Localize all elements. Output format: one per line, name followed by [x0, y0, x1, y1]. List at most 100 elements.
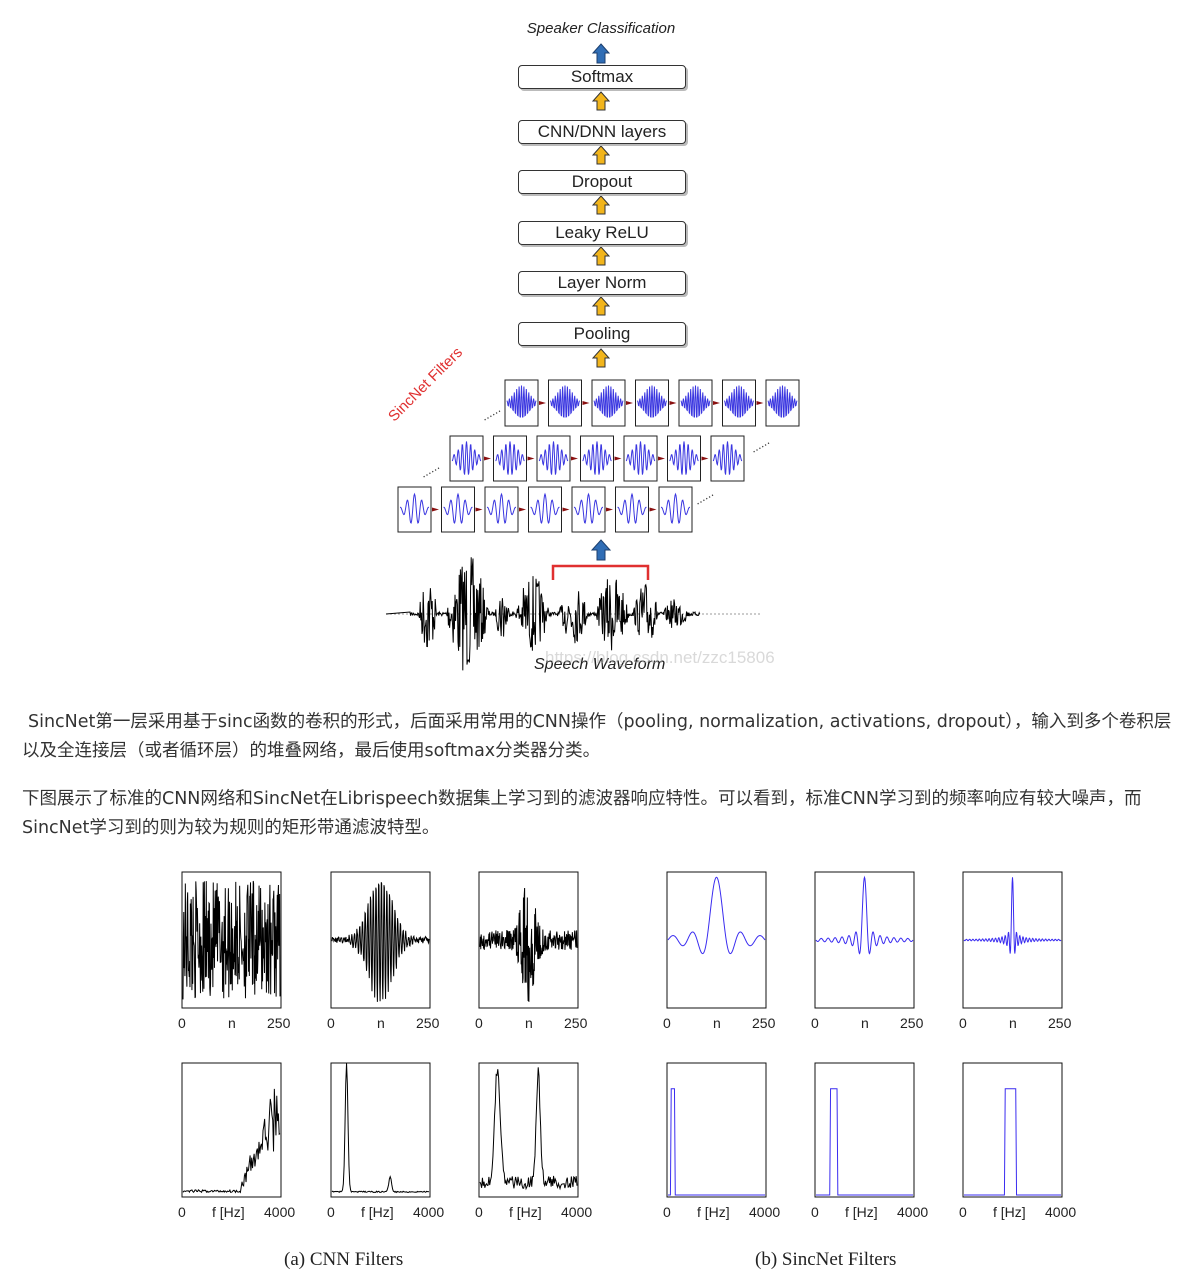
- caption-sincnet-filters: (b) SincNet Filters: [755, 1249, 897, 1270]
- connector-arrow-icon: [614, 456, 622, 461]
- tick-time-start: 0: [663, 1015, 671, 1031]
- tick-time-start: 0: [811, 1015, 819, 1031]
- plot-frame: [962, 871, 1063, 1009]
- connector-arrow-icon: [606, 507, 613, 512]
- layer-leaky-relu: Leaky ReLU: [518, 221, 686, 245]
- tick-time-label: n: [861, 1015, 869, 1031]
- window-bracket: [551, 564, 650, 580]
- tick-time-end: 250: [900, 1015, 924, 1031]
- connector-arrow-icon: [432, 507, 439, 512]
- tick-time-end: 250: [416, 1015, 440, 1031]
- plot-frame: [181, 1062, 282, 1198]
- tick-freq-end: 4000: [897, 1204, 929, 1220]
- tick-freq-start: 0: [663, 1204, 671, 1220]
- up-arrow-icon: [591, 348, 611, 368]
- cnn-frequency-response: [331, 1063, 430, 1194]
- tick-freq-label: f [Hz]: [509, 1204, 542, 1220]
- connector-arrow-icon: [701, 456, 709, 461]
- plot-frame: [181, 871, 282, 1009]
- connector-arrow-icon: [669, 401, 677, 405]
- plot-frame: [962, 1062, 1063, 1198]
- plot-frame: [814, 1062, 915, 1198]
- tick-time-label: n: [377, 1015, 385, 1031]
- sincnet-frequency-response: [816, 1088, 913, 1196]
- up-arrow-icon: [591, 145, 611, 165]
- tick-freq-end: 4000: [561, 1204, 593, 1220]
- plot-frame: [478, 871, 579, 1009]
- tick-time-end: 250: [267, 1015, 291, 1031]
- speech-waveform-label: Speech Waveform: [534, 656, 666, 673]
- plot-frame: [666, 1062, 767, 1198]
- connector-arrow-icon: [713, 401, 720, 405]
- filter-plots: [181, 871, 1063, 1198]
- sincnet-time-response: [667, 876, 766, 955]
- connector-arrow-icon: [539, 401, 546, 405]
- sincnet-time-response: [815, 875, 914, 955]
- tick-time-start: 0: [475, 1015, 483, 1031]
- tick-freq-end: 4000: [264, 1204, 296, 1220]
- tick-time-end: 250: [752, 1015, 776, 1031]
- layer-softmax: Softmax: [518, 65, 686, 89]
- tick-freq-start: 0: [811, 1204, 819, 1220]
- tick-freq-start: 0: [475, 1204, 483, 1220]
- tick-freq-end: 4000: [749, 1204, 781, 1220]
- filter-thumbnail: [615, 486, 649, 533]
- tick-freq-end: 4000: [413, 1204, 445, 1220]
- svg-text:......: ......: [692, 485, 716, 507]
- connector-arrow-icon: [582, 401, 590, 405]
- connector-arrow-icon: [475, 507, 483, 512]
- cnn-frequency-response: [182, 1088, 281, 1194]
- plot-frame: [666, 871, 767, 1009]
- up-arrow-icon: [591, 195, 611, 215]
- speaker-classification-label: Speaker Classification: [526, 20, 676, 37]
- connector-arrow-icon: [649, 507, 657, 512]
- layer-layer-norm: Layer Norm: [518, 271, 686, 295]
- connector-arrow-icon: [571, 456, 578, 461]
- tick-freq-start: 0: [178, 1204, 186, 1220]
- connector-arrow-icon: [484, 456, 491, 461]
- cnn-time-response: [331, 882, 430, 1002]
- tick-freq-label: f [Hz]: [361, 1204, 394, 1220]
- tick-time-end: 250: [564, 1015, 588, 1031]
- diagram-arrows: ...... ...... ...... ......: [385, 43, 800, 671]
- tick-freq-end: 4000: [1045, 1204, 1077, 1220]
- up-arrow-icon: [591, 246, 611, 266]
- tick-freq-label: f [Hz]: [697, 1204, 730, 1220]
- caption-cnn-filters: (a) CNN Filters: [284, 1249, 404, 1270]
- connector-arrow-icon: [527, 456, 535, 461]
- layer-cnn-dnn-layers: CNN/DNN layers: [518, 120, 686, 144]
- plot-frame: [330, 1062, 431, 1198]
- plot-frame: [330, 871, 431, 1009]
- tick-time-start: 0: [959, 1015, 967, 1031]
- layer-dropout: Dropout: [518, 170, 686, 194]
- paragraph-filter-comparison: 下图展示了标准的CNN网络和SincNet在Librispeech数据集上学习到…: [22, 789, 1142, 838]
- tick-freq-start: 0: [327, 1204, 335, 1220]
- up-arrow-icon: [591, 296, 611, 316]
- layer-arrows: [591, 91, 611, 368]
- tick-freq-label: f [Hz]: [845, 1204, 878, 1220]
- cnn-frequency-response: [479, 1067, 578, 1191]
- tick-time-label: n: [713, 1015, 721, 1031]
- output-arrow-icon: [591, 43, 611, 64]
- connector-arrow-icon: [562, 507, 570, 512]
- cnn-time-response: [479, 888, 578, 1002]
- speech-waveform: [385, 557, 701, 671]
- svg-text:......: ......: [418, 458, 442, 480]
- layer-pooling: Pooling: [518, 322, 686, 346]
- sincnet-frequency-response: [964, 1088, 1061, 1196]
- filter-thumbnail: [397, 486, 432, 533]
- tick-freq-label: f [Hz]: [993, 1204, 1026, 1220]
- up-arrow-icon: [591, 91, 611, 111]
- connector-arrow-icon: [756, 401, 764, 405]
- tick-time-end: 250: [1048, 1015, 1072, 1031]
- sincnet-filter-rows: [397, 379, 800, 533]
- sincnet-frequency-response: [668, 1088, 765, 1196]
- sincnet-time-response: [963, 877, 1062, 954]
- connector-arrow-icon: [519, 507, 526, 512]
- tick-time-label: n: [1009, 1015, 1017, 1031]
- tick-time-label: n: [228, 1015, 236, 1031]
- plot-frame: [478, 1062, 579, 1198]
- svg-text:......: ......: [479, 401, 503, 423]
- tick-freq-label: f [Hz]: [212, 1204, 245, 1220]
- plot-frame: [814, 871, 915, 1009]
